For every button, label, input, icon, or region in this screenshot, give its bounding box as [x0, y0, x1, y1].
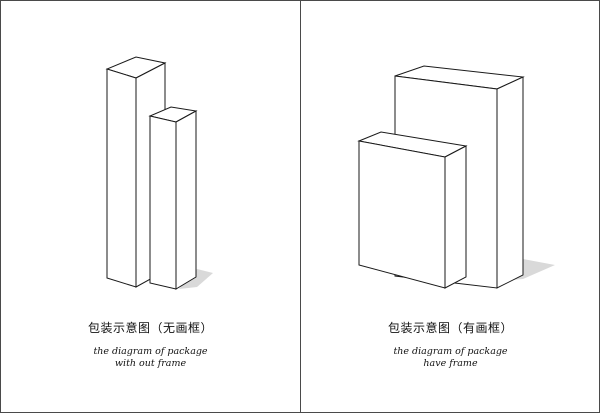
short-box-side — [175, 110, 197, 290]
tall-box-front — [106, 68, 137, 288]
caption-english-line-2: with out frame — [114, 358, 187, 369]
short-box — [148, 106, 198, 290]
package-shadow — [179, 269, 213, 289]
caption-chinese: 包装示意图（有画框） — [387, 321, 513, 335]
front-box — [357, 131, 468, 289]
panel-divider — [300, 1, 301, 412]
caption-english-line-1: the diagram of package — [393, 346, 508, 357]
package-illustration-with-frame — [357, 65, 555, 289]
back-box-side — [496, 76, 524, 289]
panel-with-frame: 包装示意图（有画框） the diagram of package have f… — [301, 1, 600, 412]
front-box-front — [358, 140, 446, 289]
caption-english-line-2: have frame — [423, 358, 478, 369]
short-box-front — [149, 115, 177, 290]
caption-chinese: 包装示意图（无画框） — [87, 321, 213, 335]
front-box-side — [444, 145, 467, 289]
package-illustration-without-frame — [105, 56, 213, 290]
panel-without-frame: 包装示意图（无画框） the diagram of package with o… — [1, 1, 300, 412]
caption-english-line-1: the diagram of package — [93, 346, 208, 357]
